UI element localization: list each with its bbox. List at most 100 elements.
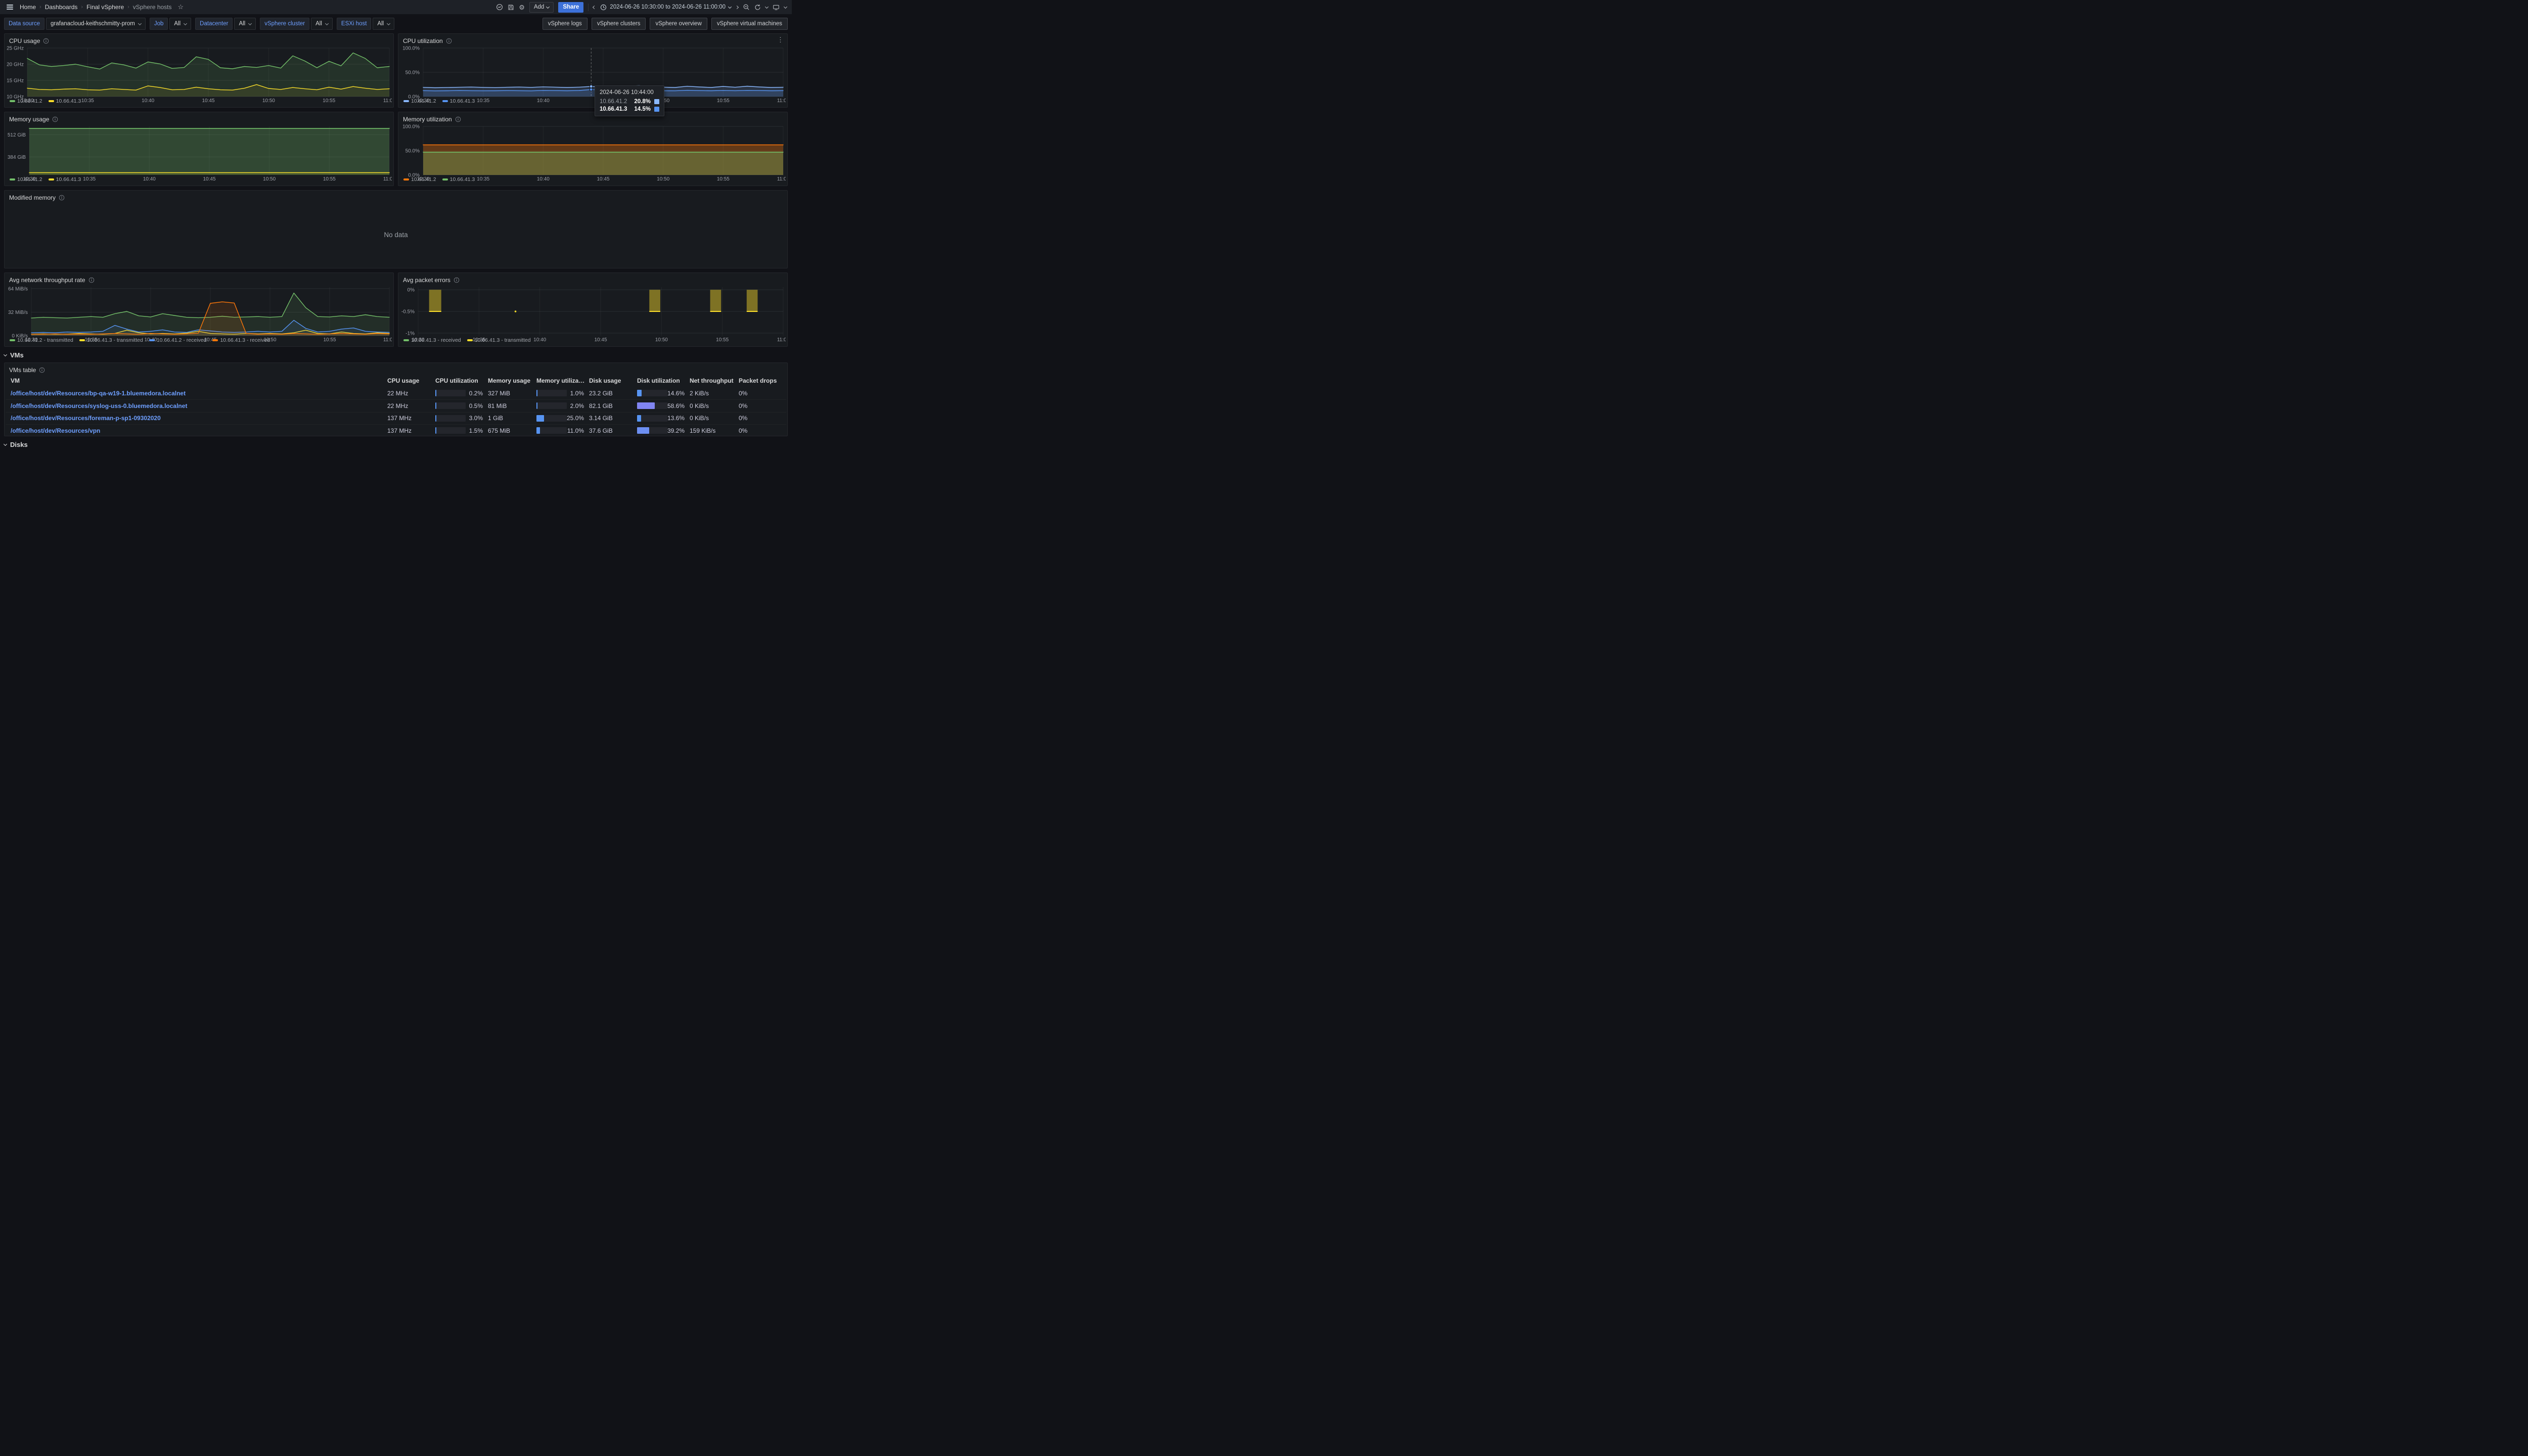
info-icon[interactable] [52,116,58,122]
legend-item[interactable]: 10.66.41.3 [442,98,475,104]
vm-link[interactable]: /office/host/dev/Resources/syslog-uss-0.… [11,402,188,410]
share-button[interactable]: Share [558,2,584,13]
column-header[interactable]: Memory utilization [536,377,589,385]
breadcrumb-item[interactable]: Home [20,4,36,11]
legend-item[interactable]: 10.66.41.3 - received [212,337,270,343]
panel-title[interactable]: Memory usage [9,116,50,123]
column-header[interactable]: Packet drops [739,377,777,385]
vm-link[interactable]: /office/host/dev/Resources/foreman-p-sp1… [11,415,161,422]
column-header[interactable]: CPU usage [387,377,420,385]
filter-value-dropdown[interactable]: All [234,18,256,30]
filter-label[interactable]: ESXi host [336,18,372,30]
svg-text:10:35: 10:35 [477,176,489,182]
legend-item[interactable]: 10.66.41.2 [403,176,436,183]
menu-toggle-icon[interactable] [5,3,15,11]
vm-link[interactable]: /office/host/dev/Resources/vpn [11,427,101,434]
time-back-icon[interactable] [593,5,597,9]
info-icon[interactable] [88,277,95,283]
legend-item[interactable]: 10.66.41.2 - received [149,337,206,343]
favorite-star-icon[interactable]: ☆ [177,3,184,11]
svg-text:10:40: 10:40 [142,98,154,104]
table-row: /office/host/dev/Resources/foreman-p-sp1… [6,412,786,425]
nav-button-vsphere-clusters[interactable]: vSphere clusters [591,18,646,30]
series-color-swatch [654,99,659,104]
column-header[interactable]: Disk usage [589,377,621,385]
legend-item[interactable]: 10.66.41.3 [48,176,81,183]
insights-icon[interactable] [496,4,503,11]
filter-label[interactable]: Datacenter [195,18,233,30]
column-header[interactable]: CPU utilization [435,377,478,385]
filter-value-dropdown[interactable]: All [169,18,192,30]
svg-text:20 GHz: 20 GHz [7,62,24,68]
column-header[interactable]: Memory usage [488,377,531,385]
top-nav-bar: Home › Dashboards › Final vSphere › vSphere ho… [0,0,792,14]
svg-text:11:00: 11:00 [777,98,786,104]
column-header[interactable]: VM [11,377,20,385]
info-icon[interactable] [39,367,45,373]
refresh-interval-dropdown-icon[interactable] [764,5,769,9]
section-row-disks[interactable]: Disks [3,440,788,448]
panel-title[interactable]: Memory utilization [403,116,452,123]
info-icon[interactable] [454,277,460,283]
time-series-chart[interactable]: 64 MiB/s32 MiB/s0 KiB/s10:3010:3510:4010… [6,284,392,343]
filter-value-dropdown[interactable]: All [311,18,333,30]
filter-label[interactable]: Job [149,18,168,30]
save-dashboard-icon[interactable] [508,4,514,11]
tooltip-series-row: 10.66.41.2 20.8% [600,99,659,105]
series-color-swatch [654,107,659,112]
add-button[interactable]: Add [529,2,554,13]
info-icon[interactable] [59,195,65,201]
nav-button-vsphere-logs[interactable]: vSphere logs [542,18,588,30]
nav-button-vsphere-virtual-machines[interactable]: vSphere virtual machines [711,18,788,30]
panel-title[interactable]: VMs table [9,367,36,374]
panel-title[interactable]: CPU usage [9,37,40,44]
refresh-icon[interactable] [754,4,761,11]
breadcrumb-item[interactable]: Dashboards [44,4,78,11]
section-row-vms[interactable]: VMs [3,351,788,359]
chart-tooltip: 2024-06-26 10:44:00 10.66.41.2 20.8% 10.… [595,85,664,116]
time-series-chart[interactable]: 512 GiB 384 GiB 10:30 10:35 10:40 10:45 10:50 1… [6,123,392,182]
column-header[interactable]: Disk utilization [637,377,680,385]
dashboard-controls-bar: Data source grafanacloud-keithschmitty-p… [0,14,792,33]
nav-button-vsphere-overview[interactable]: vSphere overview [650,18,707,30]
panel-title[interactable]: CPU utilization [403,37,443,44]
legend-item[interactable]: 10.66.41.2 [10,176,42,183]
legend-item[interactable]: 10.66.41.2 [403,98,436,104]
column-header[interactable]: Net throughput [690,377,734,385]
zoom-out-icon[interactable] [743,4,750,11]
panel-title[interactable]: Avg packet errors [403,277,450,284]
time-range-picker[interactable]: 2024-06-26 10:30:00 to 2024-06-26 11:00:… [600,4,732,11]
legend-item[interactable]: 10.66.41.3 - received [403,337,461,343]
panel-title[interactable]: Avg network throughput rate [9,277,85,284]
legend-item[interactable]: 10.66.41.3 - transmitted [79,337,143,343]
panel-title[interactable]: Modified memory [9,194,56,201]
panel-menu-icon[interactable]: ⋮ [777,36,784,43]
filter-value-dropdown[interactable]: All [373,18,395,30]
no-data-message: No data [384,231,408,239]
legend-item[interactable]: 10.66.41.2 - transmitted [10,337,73,343]
time-series-chart[interactable]: 100.0%50.0%0.0%10:3010:3510:4010:4510:50… [400,45,786,104]
data-source-select[interactable]: grafanacloud-keithschmitty-prom [46,18,146,30]
filter-label[interactable]: vSphere cluster [260,18,310,30]
info-icon[interactable] [43,38,49,44]
time-forward-icon[interactable] [735,5,739,9]
legend-item[interactable]: 10.66.41.3 [48,98,81,104]
bar-chart[interactable]: 0% -0.5% -1% 10:30 10:35 10:40 10:45 10:50 10:55… [400,284,786,343]
legend-item[interactable]: 10.66.41.3 [442,176,475,183]
dashboard-links: vSphere logs vSphere clusters vSphere over… [542,18,788,30]
table-header-row: VM CPU usage CPU utilization Memory usage Me… [6,375,786,387]
tv-kiosk-icon[interactable] [773,4,780,11]
breadcrumb-item[interactable]: Final vSphere [86,4,124,11]
data-source-filter-label[interactable]: Data source [4,18,45,30]
time-series-chart[interactable]: 25 GHz 20 GHz 15 GHz 10 GHz 10:30 10:35 10:40 1… [6,45,392,104]
legend-item[interactable]: 10.66.41.2 [10,98,42,104]
legend-item[interactable]: 10.66.41.3 - transmitted [467,337,531,343]
vm-link[interactable]: /office/host/dev/Resources/bp-qa-w19-1.b… [11,389,186,397]
breadcrumb-item[interactable]: vSphere hosts [132,4,172,11]
info-icon[interactable] [446,38,452,44]
clock-icon [601,4,607,10]
topbar-collapse-icon[interactable] [783,5,788,9]
info-icon[interactable] [455,116,461,122]
dashboard-settings-gear-icon[interactable]: ⚙ [519,3,525,11]
